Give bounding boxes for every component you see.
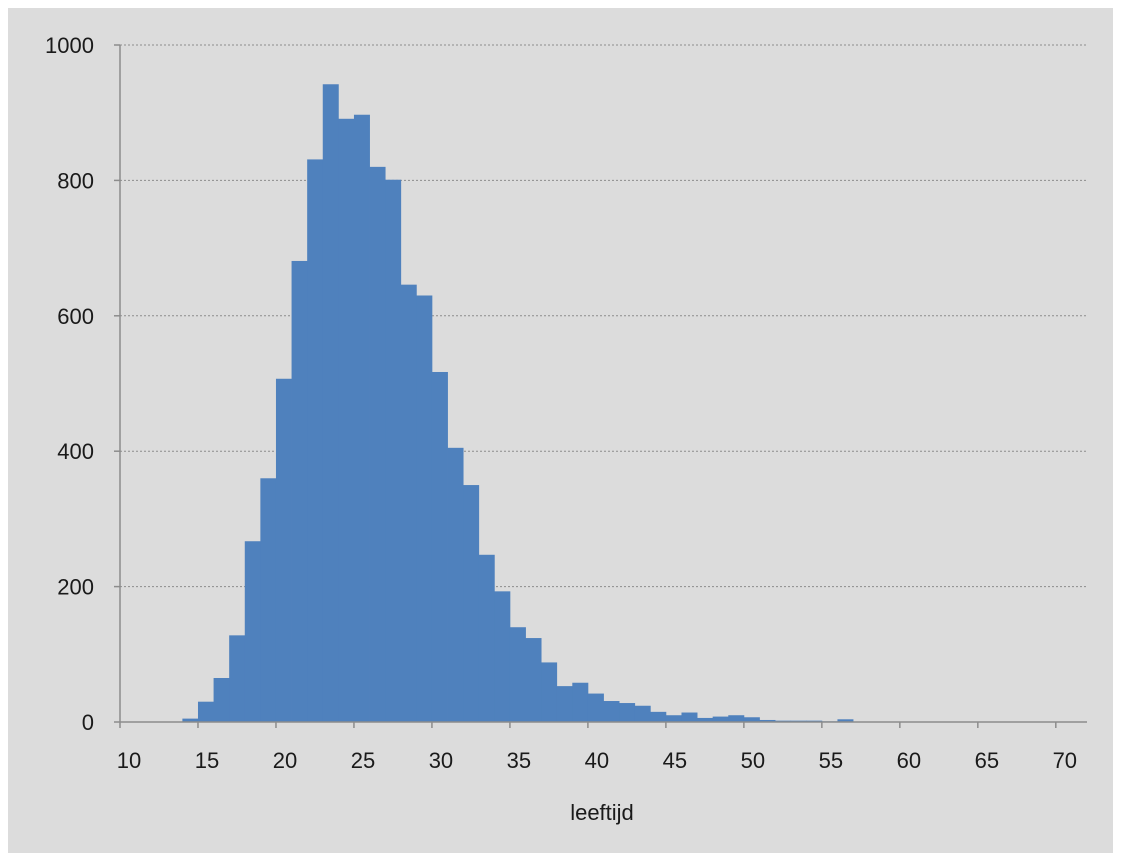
bar-41 xyxy=(603,701,620,722)
bar-23 xyxy=(322,84,339,723)
x-tick-labels: 10 15 20 25 30 35 40 45 50 55 60 65 70 xyxy=(117,748,1077,773)
bar-37 xyxy=(541,662,558,722)
x-tick-label-10: 10 xyxy=(117,748,141,773)
bar-26 xyxy=(369,166,386,723)
x-tick-label-60: 60 xyxy=(897,748,921,773)
bar-42 xyxy=(619,703,636,722)
bar-27 xyxy=(385,179,402,722)
bar-21 xyxy=(291,260,308,722)
chart-background xyxy=(8,8,1113,853)
y-tick-label-600: 600 xyxy=(57,304,94,329)
bar-45 xyxy=(665,715,682,722)
bar-20 xyxy=(275,378,292,722)
y-tick-label-800: 800 xyxy=(57,168,94,193)
bar-44 xyxy=(650,711,667,722)
x-tick-label-35: 35 xyxy=(507,748,531,773)
x-tick-label-30: 30 xyxy=(429,748,453,773)
bar-15 xyxy=(197,701,214,722)
bar-50 xyxy=(743,717,760,722)
bar-56 xyxy=(837,719,854,722)
x-tick-label-45: 45 xyxy=(663,748,687,773)
x-tick-label-70: 70 xyxy=(1053,748,1077,773)
bar-48 xyxy=(712,716,729,722)
x-tick-label-55: 55 xyxy=(819,748,843,773)
x-tick-label-20: 20 xyxy=(273,748,297,773)
bar-47 xyxy=(697,717,714,722)
bar-46 xyxy=(681,712,698,722)
x-tick-label-25: 25 xyxy=(351,748,375,773)
y-tick-label-1000: 1000 xyxy=(45,33,94,58)
bar-19 xyxy=(260,478,277,722)
bar-16 xyxy=(213,677,230,722)
bar-18 xyxy=(244,541,261,722)
bar-33 xyxy=(478,554,495,722)
y-tick-labels: 0 200 400 600 800 1000 xyxy=(45,33,94,735)
bars xyxy=(182,84,854,723)
bar-25 xyxy=(353,114,370,722)
bar-38 xyxy=(556,686,573,722)
x-tick-label-15: 15 xyxy=(195,748,219,773)
y-tick-label-200: 200 xyxy=(57,575,94,600)
x-tick-label-40: 40 xyxy=(585,748,609,773)
bar-14 xyxy=(182,718,199,722)
bar-49 xyxy=(728,715,745,722)
x-axis-title: leeftijd xyxy=(570,800,634,825)
bar-29 xyxy=(416,295,433,722)
bar-32 xyxy=(463,485,480,722)
bar-51 xyxy=(759,719,776,722)
bar-43 xyxy=(634,705,651,722)
bar-31 xyxy=(447,447,464,722)
bar-39 xyxy=(572,682,589,722)
y-tick-label-0: 0 xyxy=(82,710,94,735)
bar-35 xyxy=(509,627,526,722)
bar-17 xyxy=(229,635,246,722)
bar-40 xyxy=(587,693,604,722)
x-tick-label-65: 65 xyxy=(975,748,999,773)
x-tick-label-50: 50 xyxy=(741,748,765,773)
axes xyxy=(114,44,1087,728)
bar-36 xyxy=(525,638,542,722)
bar-28 xyxy=(400,284,417,722)
bar-22 xyxy=(307,159,324,723)
bar-30 xyxy=(431,371,448,722)
bar-24 xyxy=(338,118,355,723)
bar-34 xyxy=(494,591,511,722)
y-tick-label-400: 400 xyxy=(57,439,94,464)
